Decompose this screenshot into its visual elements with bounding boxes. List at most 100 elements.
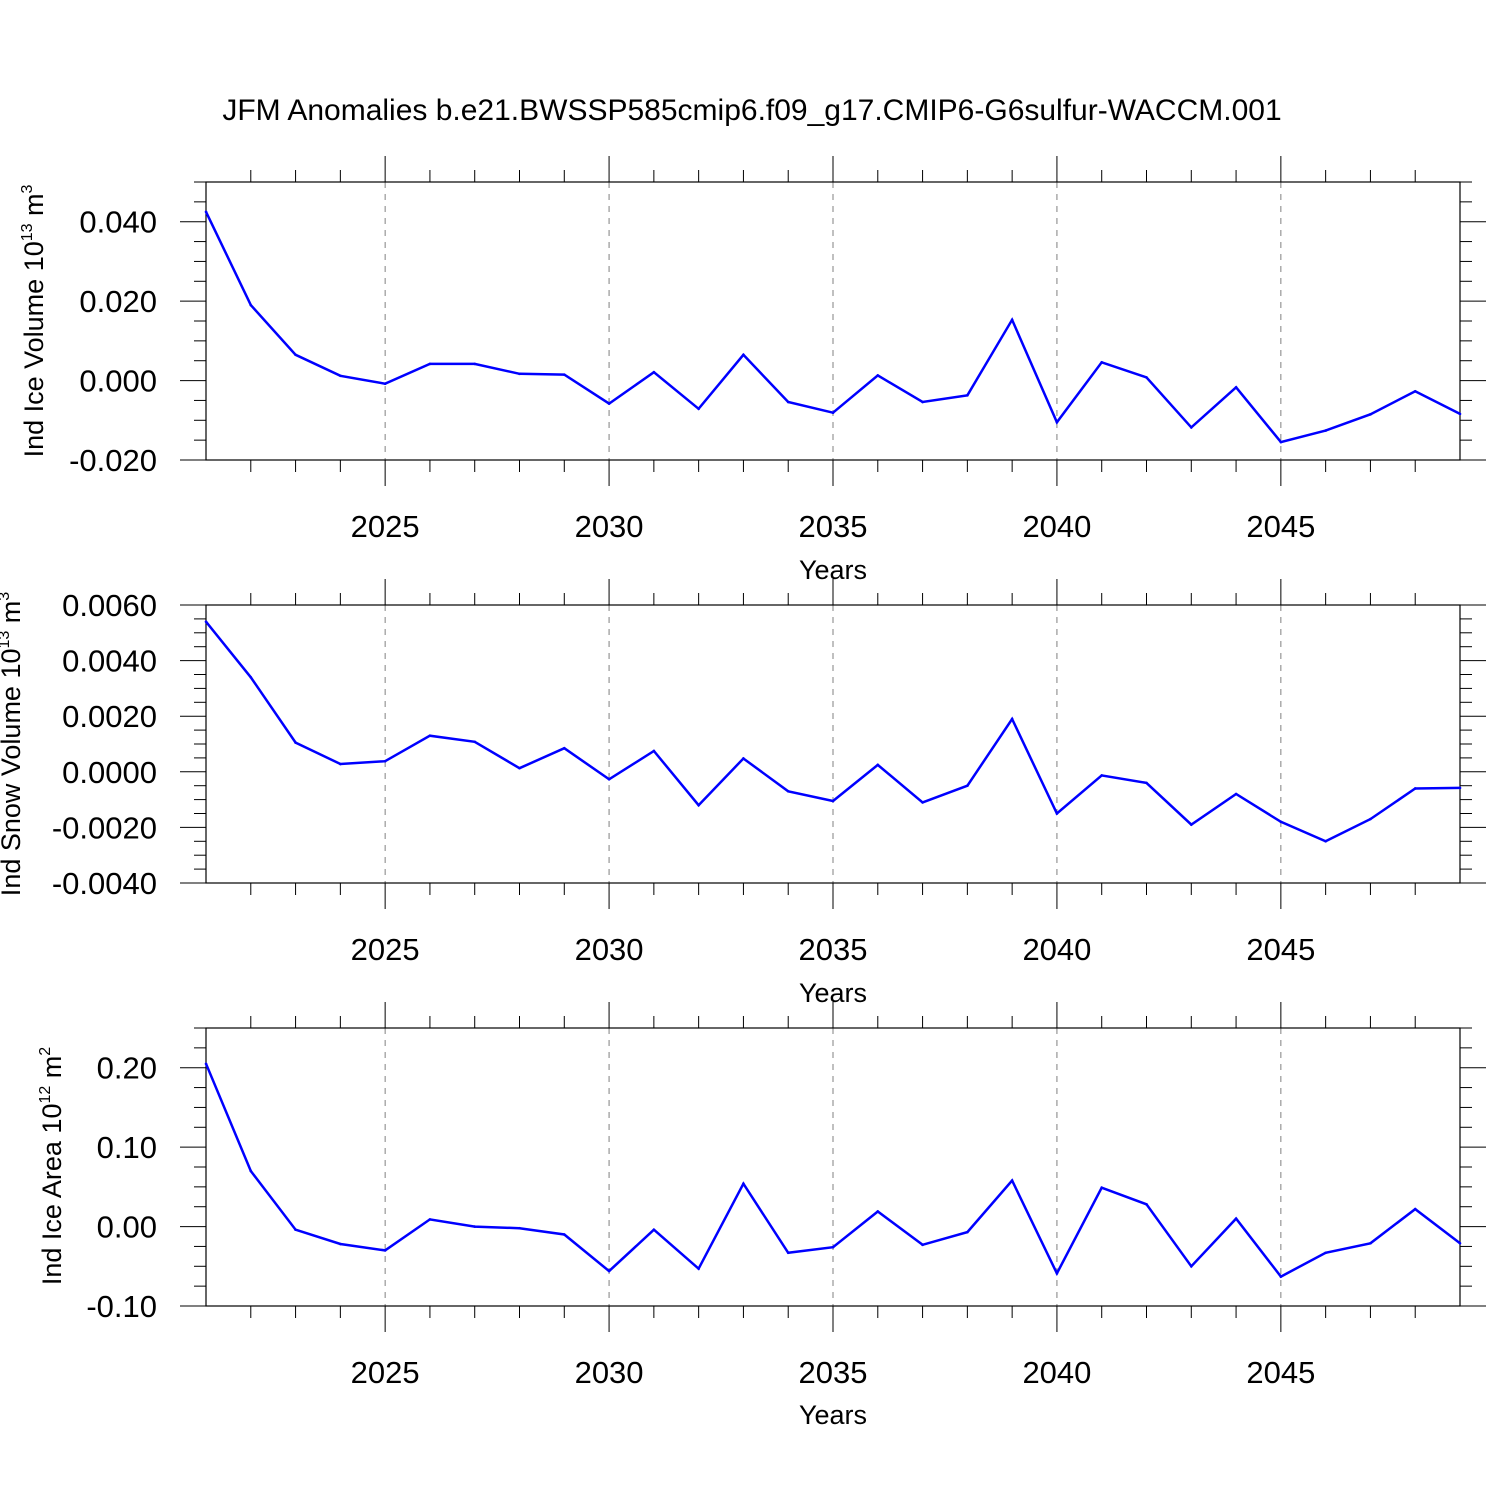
data-point-ice-volume-2026 [428,362,432,366]
data-point-ice-volume-2023 [294,353,297,357]
x-tick-label-snow-volume-2040: 2040 [1022,932,1091,967]
data-point-ice-area-2047 [1369,1241,1372,1245]
data-point-ice-volume-2033 [742,353,745,357]
data-point-ice-volume-2035 [831,411,835,415]
x-tick-label-ice-volume-2040: 2040 [1022,509,1091,544]
data-point-ice-area-2033 [742,1182,745,1185]
x-tick-label-ice-area-2035: 2035 [799,1355,868,1390]
data-point-ice-area-2024 [339,1242,342,1246]
data-point-snow-volume-2041 [1100,774,1104,777]
x-tick-label-snow-volume-2035: 2035 [799,932,868,967]
data-point-ice-area-2049 [1458,1241,1462,1245]
data-point-ice-area-2028 [518,1226,521,1230]
data-point-ice-volume-2032 [697,407,700,411]
data-point-snow-volume-2022 [249,675,253,679]
data-point-snow-volume-2045 [1279,820,1283,824]
data-point-ice-area-2027 [473,1225,477,1228]
data-point-snow-volume-2030 [607,778,611,781]
x-tick-label-ice-area-2040: 2040 [1022,1355,1091,1390]
data-point-snow-volume-2029 [562,746,566,750]
y-tick-label-snow-volume-0: -0.0040 [52,866,157,901]
data-point-snow-volume-2024 [339,762,342,766]
data-point-ice-volume-2021 [204,210,208,214]
data-point-ice-volume-2043 [1189,426,1193,429]
data-point-snow-volume-2032 [697,803,700,807]
data-point-snow-volume-2025 [383,759,387,763]
data-point-ice-area-2040 [1055,1272,1059,1275]
panel-ice-volume: Ind Ice Volume 1013 m3 Years 2025 2030 203… [19,156,1486,585]
data-point-ice-area-2045 [1279,1275,1283,1278]
x-tick-label-ice-area-2030: 2030 [575,1355,644,1390]
data-point-snow-volume-2047 [1369,817,1372,821]
data-point-ice-area-2038 [966,1230,969,1234]
data-point-ice-volume-2028 [518,372,521,376]
x-tick-label-snow-volume-2045: 2045 [1246,932,1315,967]
data-point-ice-area-2023 [294,1228,297,1232]
data-point-ice-volume-2047 [1369,413,1372,416]
data-point-ice-area-2034 [786,1251,790,1255]
data-point-snow-volume-2026 [428,734,432,737]
y-tick-label-snow-volume-5: 0.0060 [62,588,157,623]
data-point-snow-volume-2028 [518,766,521,770]
data-point-ice-volume-2024 [339,374,342,378]
data-point-ice-area-2046 [1324,1251,1327,1255]
y-tick-label-ice-volume-2: 0.020 [79,284,157,319]
data-point-ice-area-2042 [1145,1203,1148,1206]
data-point-snow-volume-2042 [1145,781,1148,785]
data-point-snow-volume-2023 [294,741,297,744]
data-point-snow-volume-2037 [921,801,924,804]
data-point-snow-volume-2046 [1324,840,1327,843]
y-tick-label-snow-volume-1: -0.0020 [52,810,157,845]
data-point-ice-area-2032 [697,1267,700,1270]
data-point-snow-volume-2044 [1234,792,1238,796]
data-point-ice-volume-2037 [921,400,924,404]
data-point-ice-volume-2049 [1458,412,1462,416]
data-point-ice-area-2035 [831,1245,835,1249]
data-point-ice-volume-2044 [1234,386,1238,389]
data-point-ice-volume-2039 [1010,318,1014,322]
data-point-ice-area-2022 [249,1169,253,1173]
data-point-snow-volume-2035 [831,799,835,803]
y-tick-label-ice-area-3: 0.20 [97,1051,157,1086]
data-point-ice-volume-2042 [1145,376,1148,379]
data-point-snow-volume-2043 [1189,823,1193,826]
data-point-snow-volume-2038 [966,784,969,787]
x-tick-label-ice-volume-2045: 2045 [1246,509,1315,544]
y-tick-label-ice-volume-1: 0.000 [79,364,157,399]
data-point-ice-area-2021 [204,1062,208,1066]
data-point-snow-volume-2031 [652,749,656,753]
x-tick-label-snow-volume-2025: 2025 [351,932,420,967]
data-point-ice-volume-2030 [607,402,611,405]
data-point-ice-area-2043 [1189,1264,1193,1268]
data-point-ice-volume-2031 [652,370,656,374]
data-point-ice-area-2031 [652,1228,656,1232]
data-point-ice-area-2026 [428,1218,432,1221]
x-tick-label-ice-area-2045: 2045 [1246,1355,1315,1390]
x-tick-label-ice-area-2025: 2025 [351,1355,420,1390]
data-point-snow-volume-2049 [1458,786,1462,790]
data-point-ice-area-2037 [921,1243,924,1247]
xlabel-ice-area: Years [799,1400,867,1430]
x-tick-label-snow-volume-2030: 2030 [575,932,644,967]
data-point-ice-volume-2029 [562,373,566,376]
data-point-ice-volume-2048 [1413,389,1417,393]
y-tick-label-snow-volume-2: 0.0000 [62,755,157,790]
data-point-snow-volume-2034 [786,789,790,793]
data-point-ice-area-2030 [607,1269,611,1273]
ylabel-snow-volume: Ind Snow Volume 1013 m3 [0,592,26,896]
data-point-snow-volume-2027 [473,740,477,744]
data-point-ice-volume-2040 [1055,420,1059,424]
y-tick-label-snow-volume-4: 0.0040 [62,644,157,679]
data-point-snow-volume-2048 [1413,787,1417,790]
data-point-ice-area-2025 [383,1249,387,1252]
data-point-ice-volume-2036 [876,374,880,377]
data-point-ice-area-2048 [1413,1207,1417,1211]
data-point-snow-volume-2033 [742,757,745,760]
ylabel-ice-volume: Ind Ice Volume 1013 m3 [19,184,49,457]
y-tick-label-ice-area-2: 0.10 [97,1130,157,1165]
y-tick-label-ice-area-1: 0.00 [97,1210,157,1245]
data-point-snow-volume-2039 [1010,717,1014,721]
data-point-ice-area-2044 [1234,1217,1238,1220]
data-point-ice-volume-2034 [786,400,790,404]
